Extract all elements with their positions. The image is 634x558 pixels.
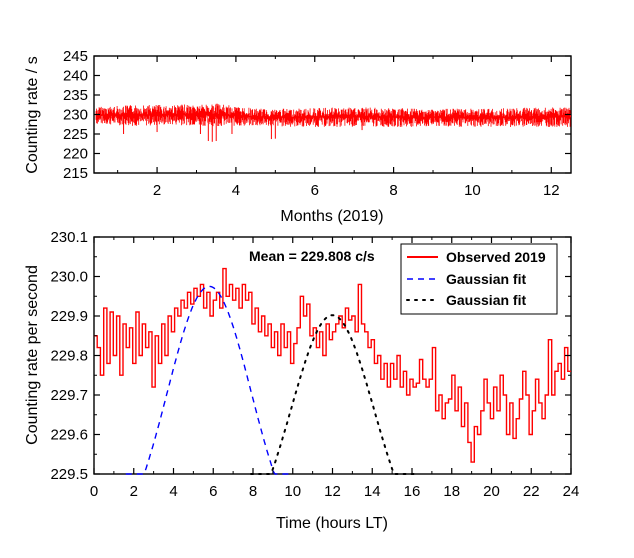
bottom-y-tick-label: 229.7 (50, 387, 88, 404)
top-y-tick-label: 240 (63, 68, 88, 85)
bottom-y-tick-label: 229.8 (50, 348, 88, 365)
top-x-tick-label: 2 (153, 182, 161, 199)
top-x-axis-title: Months (2019) (280, 208, 383, 225)
gaussian-fit-blue-series (125, 285, 289, 475)
observed-2019-series (94, 267, 571, 463)
top-y-tick-label: 230 (63, 107, 88, 124)
legend: Observed 2019 Gaussian fit Gaussian fit (400, 243, 558, 315)
bottom-y-ticks: 229.5 229.6 229.7 229.8 229.9 230.0 230.1 (50, 229, 571, 483)
bottom-x-tick-label: 24 (563, 483, 580, 500)
top-x-tick-label: 8 (389, 182, 397, 199)
bottom-x-tick-label: 4 (169, 483, 177, 500)
bottom-x-tick-label: 20 (483, 483, 500, 500)
top-x-tick-label: 6 (311, 182, 319, 199)
bottom-x-tick-label: 2 (130, 483, 138, 500)
legend-label-observed: Observed 2019 (446, 249, 546, 265)
top-y-ticks: 215 220 225 230 235 240 245 (63, 48, 571, 182)
bottom-y-tick-label: 229.5 (50, 466, 88, 483)
top-y-tick-label: 215 (63, 165, 88, 182)
counting-rate-band (95, 103, 571, 127)
bottom-y-tick-label: 230.0 (50, 269, 88, 286)
bottom-x-tick-label: 12 (324, 483, 341, 500)
legend-box (400, 243, 558, 315)
bottom-y-axis-title: Counting rate per second (24, 265, 41, 445)
bottom-x-tick-label: 16 (404, 483, 421, 500)
bottom-x-tick-label: 22 (523, 483, 540, 500)
top-y-axis-title: Counting rate / s (24, 56, 41, 173)
legend-label-gaussian-blue: Gaussian fit (446, 271, 526, 287)
legend-label-gaussian-black: Gaussian fit (446, 292, 526, 308)
bottom-y-tick-label: 229.9 (50, 308, 88, 325)
bottom-x-tick-label: 10 (284, 483, 301, 500)
top-y-tick-label: 245 (63, 48, 88, 65)
top-y-tick-label: 220 (63, 146, 88, 163)
top-panel: 2 4 6 8 10 12 215 220 225 230 235 240 245 Months (2… (24, 48, 572, 225)
top-y-tick-label: 235 (63, 87, 88, 104)
bottom-panel: 0 2 4 6 8 10 12 14 16 18 20 22 24 229.5229.6229.7229… (24, 229, 579, 532)
bottom-x-tick-label: 8 (249, 483, 257, 500)
top-x-ticks: 2 4 6 8 10 12 (117, 56, 560, 199)
bottom-x-tick-label: 0 (90, 483, 98, 500)
bottom-y-tick-label: 229.6 (50, 427, 88, 444)
top-y-tick-label: 225 (63, 126, 88, 143)
gaussian-fit-black-series (250, 314, 417, 475)
bottom-x-axis-title: Time (hours LT) (276, 515, 388, 532)
top-x-tick-label: 12 (543, 182, 560, 199)
bottom-x-tick-label: 14 (364, 483, 381, 500)
mean-annotation: Mean = 229.808 c/s (249, 248, 375, 264)
bottom-x-tick-label: 6 (209, 483, 217, 500)
bottom-x-ticks: 0 2 4 6 8 10 12 14 16 18 20 22 24 (90, 237, 580, 500)
bottom-x-tick-label: 18 (443, 483, 460, 500)
top-x-tick-label: 10 (464, 182, 481, 199)
top-data-band (95, 103, 571, 142)
bottom-y-tick-label: 230.1 (50, 229, 88, 246)
top-x-tick-label: 4 (232, 182, 240, 199)
